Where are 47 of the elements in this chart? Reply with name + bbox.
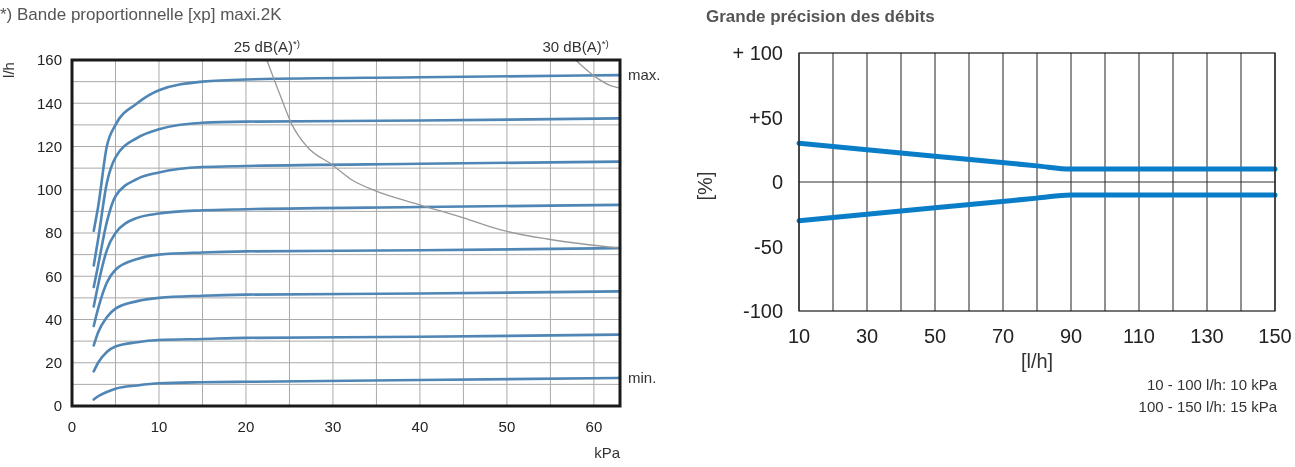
series-label: max.: [628, 66, 661, 84]
line-series: [92, 290, 622, 347]
x-tick-label: 40: [411, 418, 429, 435]
y-axis-title: [%]: [694, 171, 716, 201]
text: 10 - 100 l/h: 10 kPa: [1146, 376, 1278, 393]
x-tick-label: 10: [787, 325, 811, 347]
y-tick-label: 80: [45, 224, 62, 242]
x-tick-label: 150: [1258, 325, 1292, 347]
x-tick-label: 130: [1190, 325, 1224, 347]
text: 100 - 150 l/h: 15 kPa: [1138, 398, 1278, 415]
line-series: [266, 59, 621, 249]
x-tick-label: 50: [498, 418, 516, 435]
y-tick-label: 0: [53, 397, 62, 415]
y-tick-label: + 100: [732, 42, 783, 64]
y-axis-title: l/h: [0, 62, 17, 78]
line-series: [92, 73, 622, 233]
x-tick-label: 70: [991, 325, 1015, 347]
y-tick-label: -100: [742, 300, 783, 322]
series-label: 25 dB(A)$^{*)}$: [233, 37, 300, 55]
y-tick-label: 140: [36, 94, 62, 112]
y-tick-label: 0: [771, 171, 783, 193]
y-tick-label: 160: [36, 51, 62, 69]
x-tick-label: 110: [1123, 325, 1155, 347]
y-tick-label: 100: [36, 181, 62, 198]
x-tick-label: 50: [923, 325, 947, 347]
chart-title: *) Bande proportionnelle [xp] maxi.2K: [0, 5, 283, 24]
series-label: 30 dB(A)$^{*)}$: [542, 37, 609, 55]
chart-title: Grande précision des débits: [706, 7, 935, 26]
x-tick-label: 90: [1059, 325, 1083, 347]
x-tick-label: 0: [67, 418, 77, 435]
x-axis-title: [l/h]: [1020, 350, 1054, 372]
line-series: [92, 376, 622, 401]
y-tick-label: -50: [754, 235, 783, 258]
x-tick-label: 10: [150, 418, 168, 435]
x-tick-label: 60: [585, 418, 603, 435]
y-tick-label: 20: [45, 354, 62, 371]
line-series: [574, 59, 621, 89]
y-tick-label: 40: [45, 310, 62, 328]
x-axis-title: kPa: [594, 444, 621, 461]
series-label: min.: [628, 368, 657, 386]
x-tick-label: 30: [324, 418, 342, 435]
y-tick-label: 60: [45, 267, 62, 285]
x-tick-label: 20: [237, 418, 255, 435]
y-tick-label: 120: [36, 137, 62, 155]
x-tick-label: 30: [855, 325, 879, 347]
line-series: [92, 333, 622, 373]
y-tick-label: +50: [749, 106, 783, 129]
